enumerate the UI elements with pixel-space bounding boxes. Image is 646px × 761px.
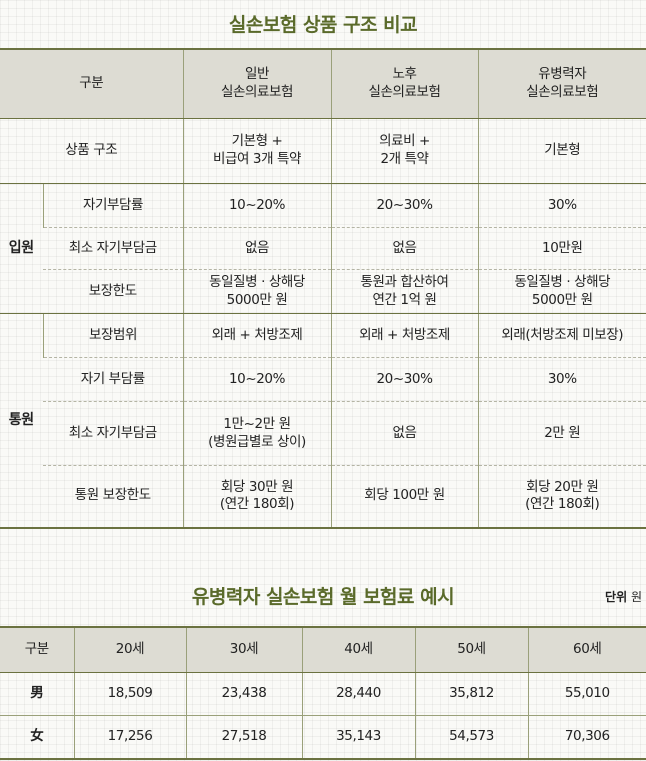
row-label: 최소 자기부담금 <box>43 401 184 466</box>
premium-title: 유병력자 실손보험 월 보험료 예시 <box>191 586 455 608</box>
cell-senior: 의료비 + 2개 특약 <box>330 118 479 184</box>
gender-female: 女 <box>0 715 74 760</box>
cell-preexisting: 기본형 <box>477 118 646 184</box>
comparison-title: 실손보험 상품 구조 비교 <box>228 14 418 36</box>
table-row: 최소 자기부담금 없음 없음 10만원 <box>0 227 646 270</box>
cell-senior: 없음 <box>330 401 479 466</box>
row-label: 통원 보장한도 <box>43 465 184 529</box>
row-label: 보장범위 <box>42 313 184 358</box>
table-row: 최소 자기부담금 1만~2만 원 (병원급별로 상이) 없음 2만 원 <box>0 401 646 466</box>
table-row: 입원 자기부담률 10~20% 20~30% 30% <box>0 183 646 314</box>
premium-value: 23,438 <box>185 672 302 716</box>
premium-value: 54,573 <box>414 715 528 760</box>
row-label: 자기부담률 <box>42 183 184 228</box>
row-label: 최소 자기부담금 <box>43 227 184 270</box>
cell-senior: 없음 <box>330 227 479 270</box>
cell-general: 기본형 + 비급여 3개 특약 <box>182 118 332 184</box>
header-age-50: 50세 <box>414 626 528 673</box>
premium-value: 70,306 <box>527 715 646 760</box>
cell-senior: 외래 + 처방조제 <box>330 313 479 358</box>
cell-senior: 20~30% <box>330 357 479 402</box>
table-row: 자기 부담률 10~20% 20~30% 30% <box>0 357 646 402</box>
cell-senior: 회당 100만 원 <box>330 465 479 529</box>
gender-male: 男 <box>0 672 74 716</box>
cell-senior: 20~30% <box>330 183 479 228</box>
cell-general: 10~20% <box>182 183 332 228</box>
cell-senior: 통원과 합산하여 연간 1억 원 <box>330 269 479 314</box>
cell-general: 10~20% <box>182 357 332 402</box>
cell-preexisting: 2만 원 <box>477 401 646 466</box>
header-category: 구분 <box>0 49 184 119</box>
table-row: 통원 보장한도 회당 30만 원 (연간 180회) 회당 100만 원 회당 … <box>0 465 646 529</box>
premium-value: 18,509 <box>73 672 186 716</box>
header-age-60: 60세 <box>527 626 646 673</box>
product-comparison-table: 구분 일반 실손의료보험 노후 실손의료보험 유병력자 실손의료보험 상품 구조… <box>0 48 646 529</box>
cell-general: 외래 + 처방조제 <box>182 313 332 358</box>
table-row: 보장한도 동일질병 · 상해당 5000만 원 통원과 합산하여 연간 1억 원… <box>0 269 646 314</box>
table-row: 상품 구조 기본형 + 비급여 3개 특약 의료비 + 2개 특약 기본형 <box>0 118 646 184</box>
cell-general: 1만~2만 원 (병원급별로 상이) <box>182 401 332 466</box>
cell-preexisting: 30% <box>477 357 646 402</box>
premium-table: 구분 20세 30세 40세 50세 60세 男 18,509 23,438 2… <box>0 626 646 760</box>
unit-note: 단위 원 <box>605 588 642 605</box>
premium-value: 35,812 <box>414 672 528 716</box>
group-label-outpatient: 통원 <box>0 313 43 529</box>
table-row: 女 17,256 27,518 35,143 54,573 70,306 <box>0 715 646 760</box>
row-label: 보장한도 <box>43 269 184 314</box>
unit-value: 원 <box>630 590 642 604</box>
row-label: 상품 구조 <box>0 118 184 184</box>
group-label-inpatient: 입원 <box>0 183 43 314</box>
unit-label: 단위 <box>605 590 628 604</box>
cell-preexisting: 동일질병 · 상해당 5000만 원 <box>477 269 646 314</box>
premium-value: 28,440 <box>301 672 415 716</box>
cell-general: 회당 30만 원 (연간 180회) <box>182 465 332 529</box>
header-category: 구분 <box>0 626 74 673</box>
table-row: 통원 보장범위 외래 + 처방조제 외래 + 처방조제 외래(처방조제 미보장) <box>0 313 646 529</box>
premium-header-row: 구분 20세 30세 40세 50세 60세 <box>0 626 646 673</box>
cell-general: 동일질병 · 상해당 5000만 원 <box>182 269 332 314</box>
premium-value: 35,143 <box>301 715 415 760</box>
header-general-insurance: 일반 실손의료보험 <box>182 49 332 119</box>
header-preexisting-insurance: 유병력자 실손의료보험 <box>477 49 646 119</box>
cell-general: 없음 <box>182 227 332 270</box>
cell-preexisting: 10만원 <box>477 227 646 270</box>
premium-value: 27,518 <box>185 715 302 760</box>
header-age-40: 40세 <box>301 626 415 673</box>
cell-preexisting: 회당 20만 원 (연간 180회) <box>477 465 646 529</box>
cell-preexisting: 30% <box>477 183 646 228</box>
cell-preexisting: 외래(처방조제 미보장) <box>477 313 646 358</box>
premium-value: 17,256 <box>73 715 186 760</box>
header-age-30: 30세 <box>185 626 302 673</box>
premium-value: 55,010 <box>527 672 646 716</box>
header-senior-insurance: 노후 실손의료보험 <box>330 49 479 119</box>
header-age-20: 20세 <box>73 626 186 673</box>
table-row: 男 18,509 23,438 28,440 35,812 55,010 <box>0 672 646 716</box>
row-label: 자기 부담률 <box>43 357 184 402</box>
comparison-header-row: 구분 일반 실손의료보험 노후 실손의료보험 유병력자 실손의료보험 <box>0 49 646 119</box>
